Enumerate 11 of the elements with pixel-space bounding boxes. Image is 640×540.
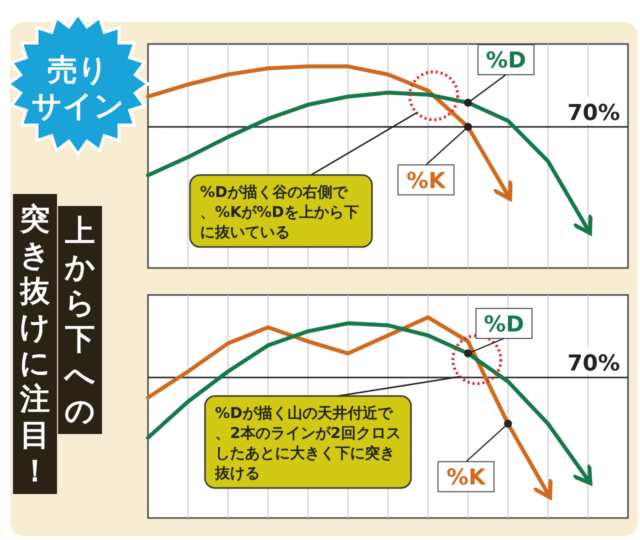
legend-label: %K — [406, 168, 446, 194]
ref-line-label: 70% — [567, 352, 620, 377]
chart-title: 売りサイン — [32, 53, 124, 124]
text: 突き抜けに注目！ — [19, 202, 51, 489]
series-label: %D — [486, 48, 526, 74]
legend-label: %K — [446, 466, 486, 491]
ref-line-label: 70% — [567, 100, 620, 126]
annotation: %Dが描く山の天井付近で、2本のラインが2回クロスしたあとに大きく下に突き抜ける — [214, 404, 401, 482]
series-label: %D — [484, 312, 524, 338]
text: 上から下への — [64, 214, 96, 429]
annotation: %Dが描く谷の右側で、%Kが%Dを上から下に抜いている — [200, 183, 360, 241]
